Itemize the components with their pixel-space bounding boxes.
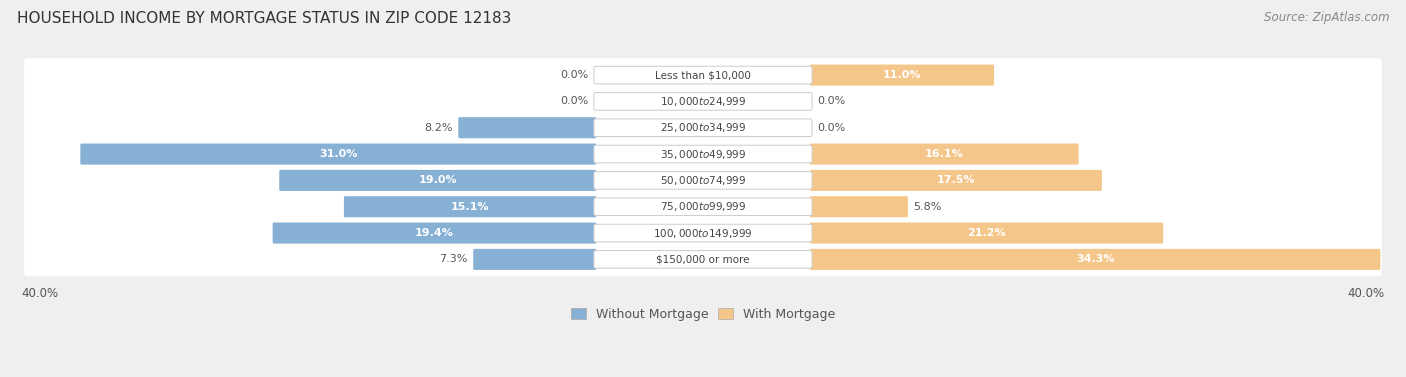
FancyBboxPatch shape [593, 93, 813, 110]
FancyBboxPatch shape [24, 216, 1382, 250]
Text: Source: ZipAtlas.com: Source: ZipAtlas.com [1264, 11, 1389, 24]
FancyBboxPatch shape [593, 66, 813, 84]
FancyBboxPatch shape [273, 222, 596, 244]
Text: $75,000 to $99,999: $75,000 to $99,999 [659, 200, 747, 213]
FancyBboxPatch shape [810, 249, 1381, 270]
FancyBboxPatch shape [24, 137, 1382, 171]
FancyBboxPatch shape [593, 251, 813, 268]
Text: HOUSEHOLD INCOME BY MORTGAGE STATUS IN ZIP CODE 12183: HOUSEHOLD INCOME BY MORTGAGE STATUS IN Z… [17, 11, 512, 26]
Text: 31.0%: 31.0% [319, 149, 357, 159]
FancyBboxPatch shape [474, 249, 596, 270]
FancyBboxPatch shape [593, 224, 813, 242]
FancyBboxPatch shape [344, 196, 596, 217]
Text: 19.4%: 19.4% [415, 228, 454, 238]
FancyBboxPatch shape [593, 119, 813, 136]
Text: 11.0%: 11.0% [883, 70, 921, 80]
Text: 7.3%: 7.3% [439, 254, 468, 264]
FancyBboxPatch shape [24, 242, 1382, 276]
Text: $10,000 to $24,999: $10,000 to $24,999 [659, 95, 747, 108]
Text: 0.0%: 0.0% [817, 123, 845, 133]
FancyBboxPatch shape [24, 84, 1382, 118]
Text: $25,000 to $34,999: $25,000 to $34,999 [659, 121, 747, 134]
Text: 16.1%: 16.1% [925, 149, 963, 159]
Text: $150,000 or more: $150,000 or more [657, 254, 749, 264]
FancyBboxPatch shape [810, 222, 1163, 244]
Text: Less than $10,000: Less than $10,000 [655, 70, 751, 80]
Text: 0.0%: 0.0% [561, 97, 589, 106]
FancyBboxPatch shape [810, 170, 1102, 191]
FancyBboxPatch shape [810, 196, 908, 217]
FancyBboxPatch shape [593, 198, 813, 216]
FancyBboxPatch shape [24, 190, 1382, 224]
FancyBboxPatch shape [280, 170, 596, 191]
Text: 5.8%: 5.8% [914, 202, 942, 212]
FancyBboxPatch shape [24, 164, 1382, 197]
FancyBboxPatch shape [458, 117, 596, 138]
Text: 34.3%: 34.3% [1076, 254, 1115, 264]
Text: $50,000 to $74,999: $50,000 to $74,999 [659, 174, 747, 187]
Text: 17.5%: 17.5% [936, 175, 976, 185]
FancyBboxPatch shape [810, 144, 1078, 165]
Text: $35,000 to $49,999: $35,000 to $49,999 [659, 147, 747, 161]
Text: 8.2%: 8.2% [425, 123, 453, 133]
Text: 0.0%: 0.0% [817, 97, 845, 106]
Text: 21.2%: 21.2% [967, 228, 1005, 238]
Legend: Without Mortgage, With Mortgage: Without Mortgage, With Mortgage [565, 303, 841, 326]
Text: $100,000 to $149,999: $100,000 to $149,999 [654, 227, 752, 239]
FancyBboxPatch shape [810, 64, 994, 86]
FancyBboxPatch shape [80, 144, 596, 165]
Text: 0.0%: 0.0% [561, 70, 589, 80]
FancyBboxPatch shape [593, 172, 813, 189]
Text: 19.0%: 19.0% [419, 175, 457, 185]
FancyBboxPatch shape [24, 58, 1382, 92]
FancyBboxPatch shape [593, 145, 813, 163]
FancyBboxPatch shape [24, 111, 1382, 145]
Text: 15.1%: 15.1% [451, 202, 489, 212]
